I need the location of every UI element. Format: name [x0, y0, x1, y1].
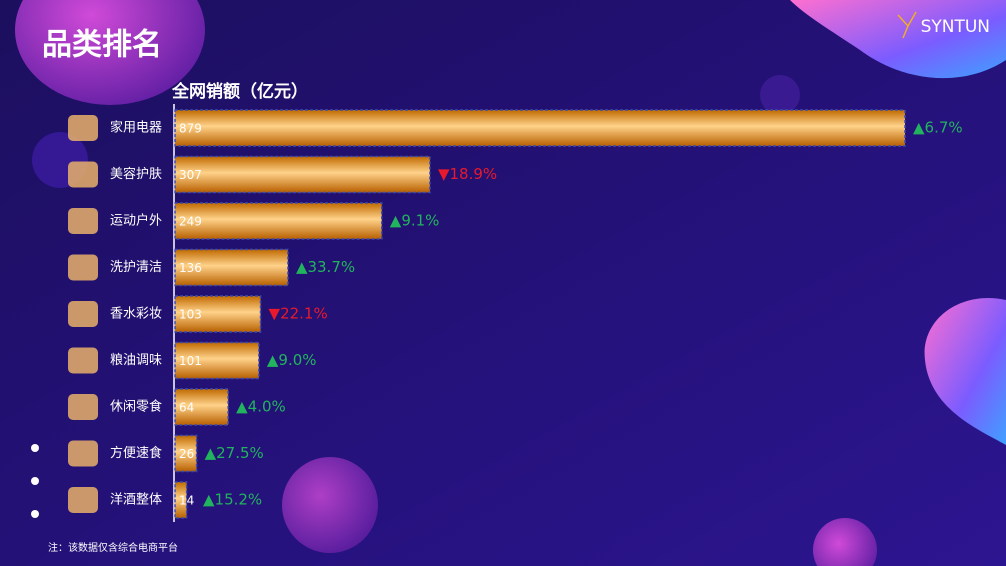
value-label: 249 [179, 215, 202, 229]
category-icon [68, 394, 98, 420]
bar [174, 481, 188, 519]
value-label: 879 [179, 122, 202, 136]
chart-title: 品类排名 [42, 28, 162, 63]
bar [174, 109, 906, 147]
decor-dot [282, 457, 378, 553]
value-label: 103 [179, 308, 202, 322]
value-label: 64 [179, 401, 194, 415]
logo-mark [897, 11, 917, 39]
decor-dot [31, 510, 39, 518]
change-label: ▲33.7% [296, 258, 355, 276]
category-icon [68, 161, 98, 188]
bar [174, 388, 229, 426]
category-label: 香水彩妆 [110, 307, 162, 322]
category-label: 洗护清洁 [110, 260, 162, 275]
bar [174, 434, 198, 473]
value-label: 26 [179, 447, 194, 461]
category-icon [68, 347, 98, 374]
change-label: ▲4.0% [236, 398, 286, 416]
category-label: 粮油调味 [110, 353, 162, 368]
category-icon [68, 254, 98, 281]
change-label: ▼18.9% [438, 165, 497, 183]
value-label: 101 [179, 354, 202, 368]
category-icon [68, 487, 98, 513]
category-icon [68, 440, 98, 467]
brand-logo: SYNTUN [921, 17, 990, 37]
category-label: 方便速食 [110, 445, 162, 461]
value-label: 14 [179, 494, 194, 508]
change-label: ▲9.1% [390, 212, 440, 230]
decor-dot [813, 518, 877, 566]
category-label: 家用电器 [110, 120, 162, 136]
change-label: ▼22.1% [269, 305, 328, 323]
decor-dot [760, 75, 800, 115]
bar [174, 202, 383, 240]
change-label: ▲9.0% [267, 351, 317, 369]
decor-dot [31, 444, 39, 452]
category-icon [68, 115, 98, 141]
axis-label: 全网销额（亿元） [171, 81, 308, 102]
category-label: 运动户外 [110, 213, 162, 229]
change-label: ▲27.5% [205, 444, 264, 462]
bar [174, 248, 289, 287]
decor-blob [924, 298, 1006, 445]
category-icon [68, 301, 98, 327]
category-label: 休闲零食 [110, 399, 162, 415]
bar [174, 155, 431, 194]
value-label: 136 [179, 261, 202, 275]
decor-dot [31, 477, 39, 485]
bar [174, 341, 260, 380]
decor-blob [790, 0, 1006, 79]
category-icon [68, 208, 98, 234]
category-label: 美容护肤 [110, 166, 162, 182]
value-label: 307 [179, 168, 202, 182]
bar [174, 295, 262, 333]
change-label: ▲6.7% [913, 119, 963, 137]
footnote: 注：该数据仅含综合电商平台 [48, 541, 178, 554]
change-label: ▲15.2% [203, 491, 262, 509]
category-label: 洋酒整体 [110, 493, 162, 508]
decor-blob [15, 0, 205, 105]
